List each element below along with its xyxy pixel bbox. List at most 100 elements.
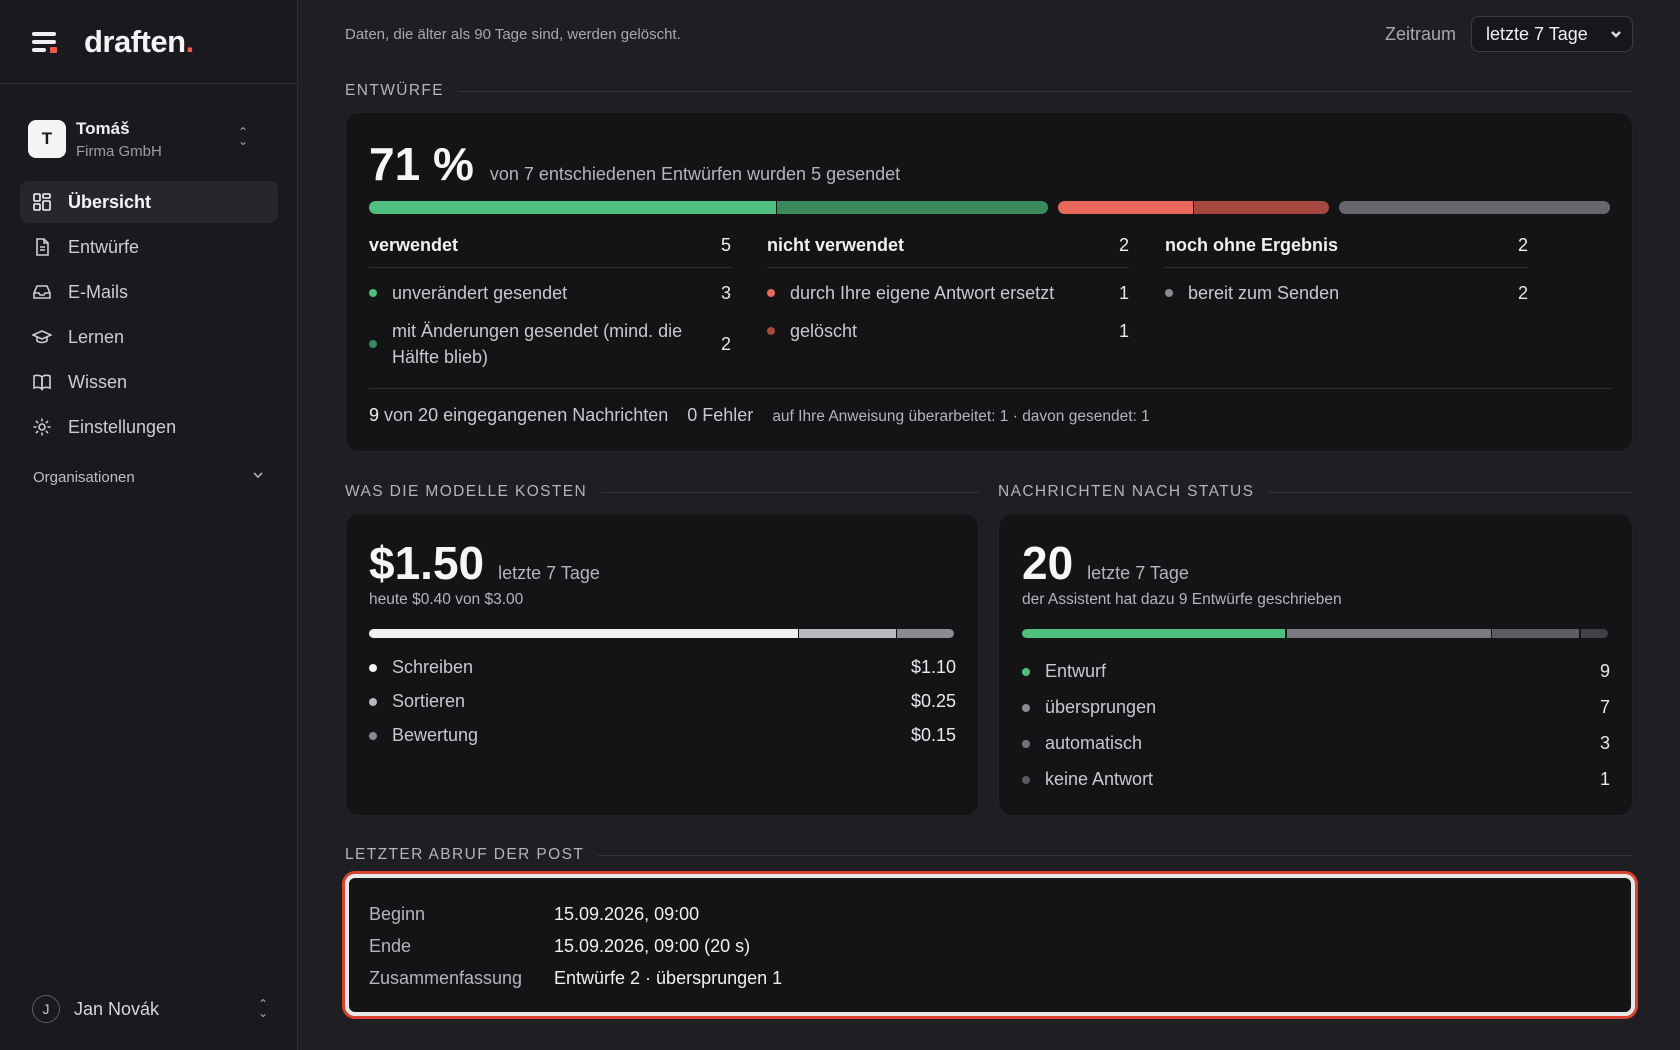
sidebar-item-label: Lernen	[68, 326, 125, 347]
item-value: 7	[1599, 697, 1610, 717]
error-count: 0 Fehler	[687, 405, 754, 425]
item-label: durch Ihre eigene Antwort ersetzt	[790, 283, 1055, 303]
list-item: durch Ihre eigene Antwort ersetzt 1	[767, 280, 1129, 306]
item-value: 2	[720, 333, 731, 354]
status-dot	[1022, 739, 1030, 748]
account-org: Firma GmbH	[76, 142, 162, 160]
sidebar-item-entwuerfe[interactable]: Entwürfe	[20, 226, 278, 268]
column-count: 5	[720, 235, 731, 255]
chevron-updown-icon: ⌃ ⌄	[237, 125, 248, 148]
progress-segment	[777, 201, 1048, 214]
account-switcher[interactable]: T Tomáš Firma GmbH ⌃ ⌄	[28, 118, 278, 160]
sidebar-item-einstellungen[interactable]: Einstellungen	[20, 406, 278, 448]
received-text: von 20 eingegangenen Nachrichten	[384, 405, 669, 425]
chevron-updown-icon: ⌃ ⌄	[257, 997, 268, 1020]
messages-note: der Assistent hat dazu 9 Entwürfe geschr…	[1022, 591, 1342, 608]
sidebar-nav: Übersicht Entwürfe E-Mails Lernen Wissen	[20, 181, 278, 451]
item-value: 1	[1118, 282, 1129, 303]
costs-today: heute $0.40 von $3.00	[369, 591, 524, 608]
item-label: Schreiben	[392, 657, 474, 677]
sidebar: draften. T Tomáš Firma GmbH ⌃ ⌄ Übersicht…	[0, 0, 298, 1050]
item-value: $0.25	[910, 691, 956, 711]
sidebar-item-emails[interactable]: E-Mails	[20, 271, 278, 313]
sidebar-item-uebersicht[interactable]: Übersicht	[20, 181, 278, 223]
list-item: keine Antwort 1	[1022, 769, 1610, 790]
drafts-column-header: nicht verwendet 2	[767, 235, 1129, 268]
drafts-progress-bar	[369, 201, 1611, 214]
organizations-toggle[interactable]: Organisationen	[33, 468, 265, 486]
column-count: 2	[1517, 235, 1528, 255]
messages-period: letzte 7 Tage	[1087, 563, 1189, 583]
item-label: Bewertung	[392, 725, 479, 745]
item-value: 2	[1517, 282, 1528, 303]
item-label: Sortieren	[392, 691, 466, 711]
fetch-row-end: Ende 15.09.2026, 09:00 (20 s)	[369, 936, 751, 956]
item-label: Entwurf	[1045, 661, 1107, 681]
item-label: keine Antwort	[1045, 769, 1154, 789]
progress-segment	[369, 201, 776, 214]
sidebar-item-label: Wissen	[68, 371, 128, 392]
user-menu[interactable]: J Jan Novák ⌃ ⌄	[32, 994, 268, 1024]
item-label: mit Änderungen gesendet (mind. die Hälft…	[392, 321, 683, 367]
column-title: verwendet	[369, 235, 459, 255]
item-value: 9	[1599, 661, 1610, 681]
progress-segment	[1194, 201, 1329, 214]
section-title-messages: NACHRICHTEN NACH STATUS	[998, 483, 1633, 501]
revised-note: auf Ihre Anweisung überarbeitet: 1 · dav…	[772, 408, 1150, 425]
item-value: $0.15	[910, 725, 956, 745]
list-item: gelöscht 1	[767, 318, 1129, 344]
user-name: Jan Novák	[74, 998, 160, 1019]
menu-icon[interactable]	[32, 31, 58, 53]
graduation-cap-icon	[32, 327, 52, 347]
last-fetch-card: Beginn 15.09.2026, 09:00 Ende 15.09.2026, …	[345, 874, 1635, 1016]
section-title-fetch: LETZTER ABRUF DER POST	[345, 846, 1633, 864]
messages-card: 20 letzte 7 Tage der Assistent hat dazu …	[998, 513, 1633, 816]
sidebar-item-label: Entwürfe	[68, 236, 140, 257]
sidebar-item-label: E-Mails	[68, 281, 129, 302]
status-dot	[767, 289, 775, 297]
retention-note: Daten, die älter als 90 Tage sind, werde…	[345, 25, 681, 43]
progress-segment	[1058, 201, 1193, 214]
bar-segment	[369, 629, 798, 638]
range-select[interactable]: letzte 7 Tage	[1471, 16, 1633, 52]
book-icon	[32, 372, 52, 392]
costs-bar	[369, 629, 956, 638]
status-dot	[369, 697, 377, 706]
drafts-summary: von 7 entschiedenen Entwürfen wurden 5 g…	[489, 164, 901, 184]
status-dot	[1165, 289, 1173, 297]
messages-bar	[1022, 629, 1610, 638]
list-item: unverändert gesendet 3	[369, 280, 731, 306]
bar-segment	[1022, 629, 1286, 638]
item-value: 3	[1599, 733, 1610, 753]
list-item: mit Änderungen gesendet (mind. die Hälft…	[369, 318, 731, 370]
column-title: noch ohne Ergebnis	[1165, 235, 1339, 255]
chevron-down-icon	[251, 468, 265, 486]
sidebar-item-wissen[interactable]: Wissen	[20, 361, 278, 403]
progress-segment	[1339, 201, 1610, 214]
item-label: unverändert gesendet	[392, 283, 568, 303]
drafts-column: verwendet 5 unverändert gesendet 3 mit Änder…	[369, 235, 731, 370]
topbar: Daten, die älter als 90 Tage sind, werde…	[345, 16, 1633, 52]
sidebar-item-lernen[interactable]: Lernen	[20, 316, 278, 358]
list-item: automatisch 3	[1022, 733, 1610, 754]
drafts-column-header: verwendet 5	[369, 235, 731, 268]
bar-segment	[1286, 629, 1491, 638]
status-dot	[369, 663, 377, 672]
range-label: Zeitraum	[1384, 23, 1456, 44]
drafts-column-header: noch ohne Ergebnis 2	[1165, 235, 1528, 268]
list-item: übersprungen 7	[1022, 697, 1610, 718]
received-count: 9	[369, 405, 380, 425]
logo[interactable]: draften.	[84, 23, 194, 59]
item-value: 1	[1118, 320, 1129, 341]
sidebar-item-label: Einstellungen	[68, 416, 177, 437]
costs-total: $1.50	[369, 537, 485, 589]
drafts-percent: 71 %	[369, 138, 474, 190]
inbox-icon	[32, 282, 52, 302]
bar-segment	[799, 629, 896, 638]
dashboard-icon	[32, 192, 52, 212]
item-value: 3	[720, 282, 731, 303]
bar-segment	[1492, 629, 1580, 638]
drafts-column: noch ohne Ergebnis 2 bereit zum Senden 2	[1165, 235, 1528, 306]
list-item: Entwurf 9	[1022, 661, 1610, 682]
item-label: automatisch	[1045, 733, 1143, 753]
